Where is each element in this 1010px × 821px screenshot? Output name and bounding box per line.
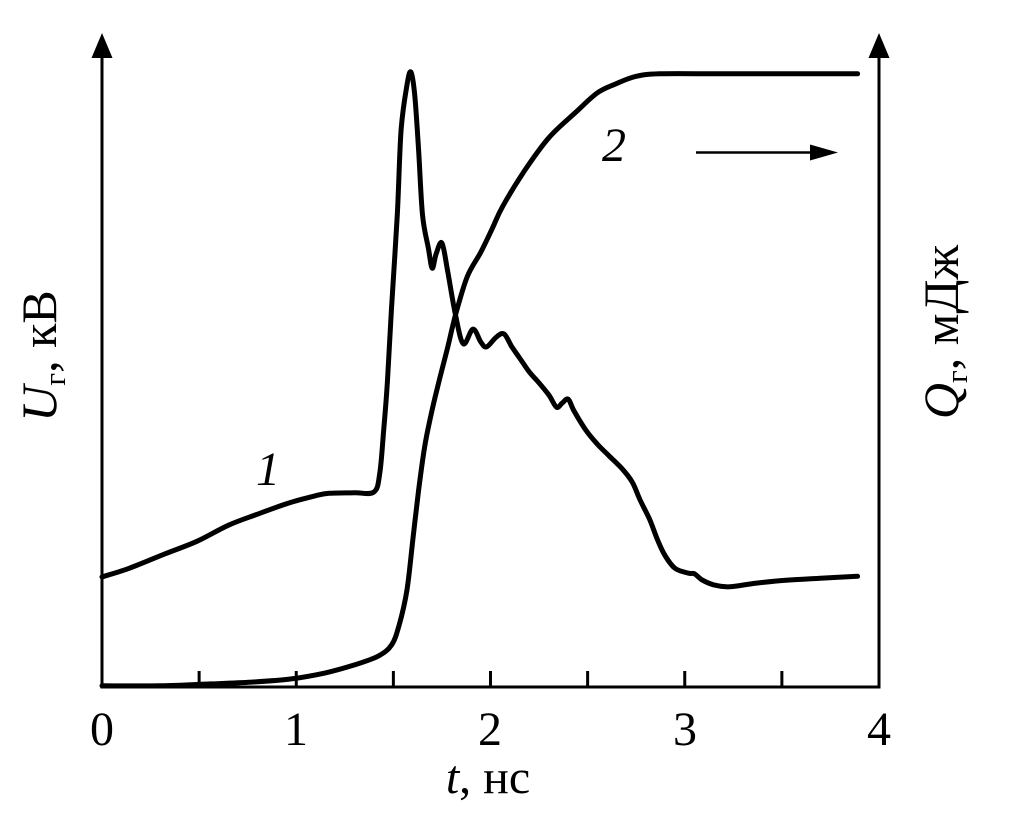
right-y-axis-arrowhead bbox=[868, 33, 890, 58]
right-axis-units: , мДж bbox=[913, 244, 970, 371]
x-tick-label-2: 2 bbox=[478, 703, 502, 756]
right-axis-subscript: г bbox=[938, 370, 974, 383]
curve-2-line bbox=[99, 71, 861, 689]
arrow-tip bbox=[810, 144, 838, 161]
curve-1-label: 1 bbox=[256, 443, 280, 496]
x-tick-label-1: 1 bbox=[284, 703, 308, 756]
curve-2-label: 2 bbox=[602, 119, 626, 172]
x-axis-symbol: t bbox=[445, 751, 460, 804]
left-axis-units: , кВ bbox=[11, 290, 68, 373]
curve2-right-axis-arrow bbox=[696, 144, 838, 161]
left-axis-symbol: U bbox=[11, 385, 68, 422]
left-y-axis-title: Uг, кВ bbox=[11, 290, 72, 422]
x-tick-label-3: 3 bbox=[673, 703, 697, 756]
right-y-axis-title: Qг, мДж bbox=[913, 244, 974, 420]
x-axis-title: t, нс bbox=[445, 751, 531, 805]
x-tick-label-0: 0 bbox=[90, 703, 114, 756]
left-y-axis-arrowhead bbox=[91, 33, 113, 58]
left-axis-subscript: г bbox=[36, 372, 72, 386]
x-axis-units: , нс bbox=[459, 751, 531, 804]
curve-1-line bbox=[99, 69, 861, 590]
curves bbox=[99, 69, 861, 689]
x-tick-label-4: 4 bbox=[867, 703, 891, 756]
right-axis-symbol: Q bbox=[913, 382, 970, 420]
